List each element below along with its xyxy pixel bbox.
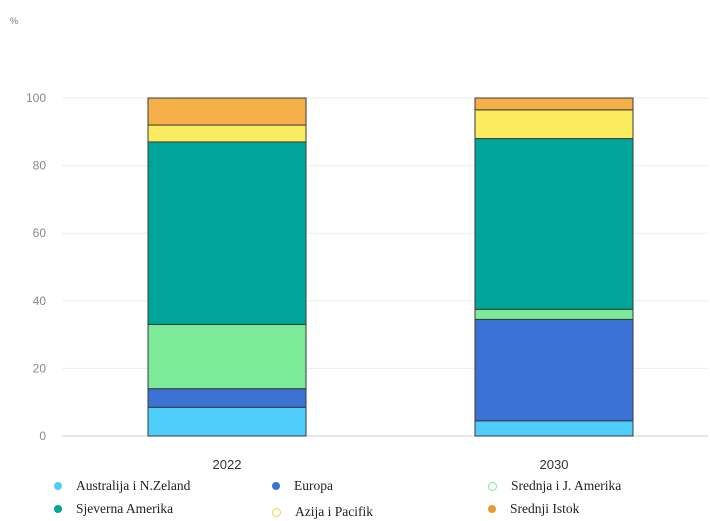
legend-swatch: [272, 507, 281, 517]
legend-label: Australija i N.Zeland: [76, 478, 191, 493]
y-tick-label: 20: [33, 361, 47, 375]
bar-segment-2022: [147, 323, 307, 390]
legend-swatch: [54, 505, 62, 513]
legend-item-australija: Australija i N.Zeland: [54, 478, 190, 494]
legend-swatch: [272, 482, 280, 490]
bar-segment-2030: [474, 308, 634, 320]
legend-label: Srednja i J. Amerika: [511, 478, 622, 493]
y-tick-label: 80: [33, 159, 47, 173]
y-tick-label: 0: [39, 429, 46, 443]
legend: Australija i N.Zeland Europa Srednja i J…: [0, 476, 710, 521]
y-tick-label: 60: [33, 226, 47, 240]
x-axis-categories: 2022 2030: [213, 457, 569, 472]
y-unit-label: %: [10, 16, 18, 26]
bar-segment-2022: [147, 97, 307, 126]
bar-segment-2022: [147, 388, 307, 408]
legend-swatch: [488, 505, 496, 513]
bar-segment-2030: [474, 420, 634, 437]
bar-segment-2030: [474, 318, 634, 422]
y-axis-ticks: 0 20 40 60 80 100: [26, 91, 46, 443]
legend-item-azija-pacifik: Azija i Pacifik: [272, 504, 373, 520]
legend-label: Srednji Istok: [510, 501, 580, 516]
bars: [147, 97, 634, 437]
bar-segment-2022: [147, 406, 307, 437]
y-tick-label: 40: [33, 294, 47, 308]
legend-swatch: [54, 482, 62, 490]
legend-item-sjeverna-amerika: Sjeverna Amerika: [54, 501, 173, 517]
bar-segment-2022: [147, 141, 307, 325]
legend-label: Azija i Pacifik: [295, 504, 373, 519]
x-category-label: 2030: [540, 457, 569, 472]
legend-item-srednji-istok: Srednji Istok: [488, 501, 579, 517]
bar-segment-2030: [474, 97, 634, 111]
legend-swatch: [488, 481, 497, 491]
legend-item-srednja-j-amerika: Srednja i J. Amerika: [488, 478, 621, 494]
legend-label: Europa: [294, 478, 333, 493]
legend-label: Sjeverna Amerika: [76, 501, 174, 516]
x-category-label: 2022: [213, 457, 242, 472]
legend-item-europa: Europa: [272, 478, 333, 494]
y-tick-label: 100: [26, 91, 46, 105]
bar-segment-2030: [474, 109, 634, 140]
bar-segment-2030: [474, 138, 634, 310]
bar-segment-2022: [147, 124, 307, 143]
